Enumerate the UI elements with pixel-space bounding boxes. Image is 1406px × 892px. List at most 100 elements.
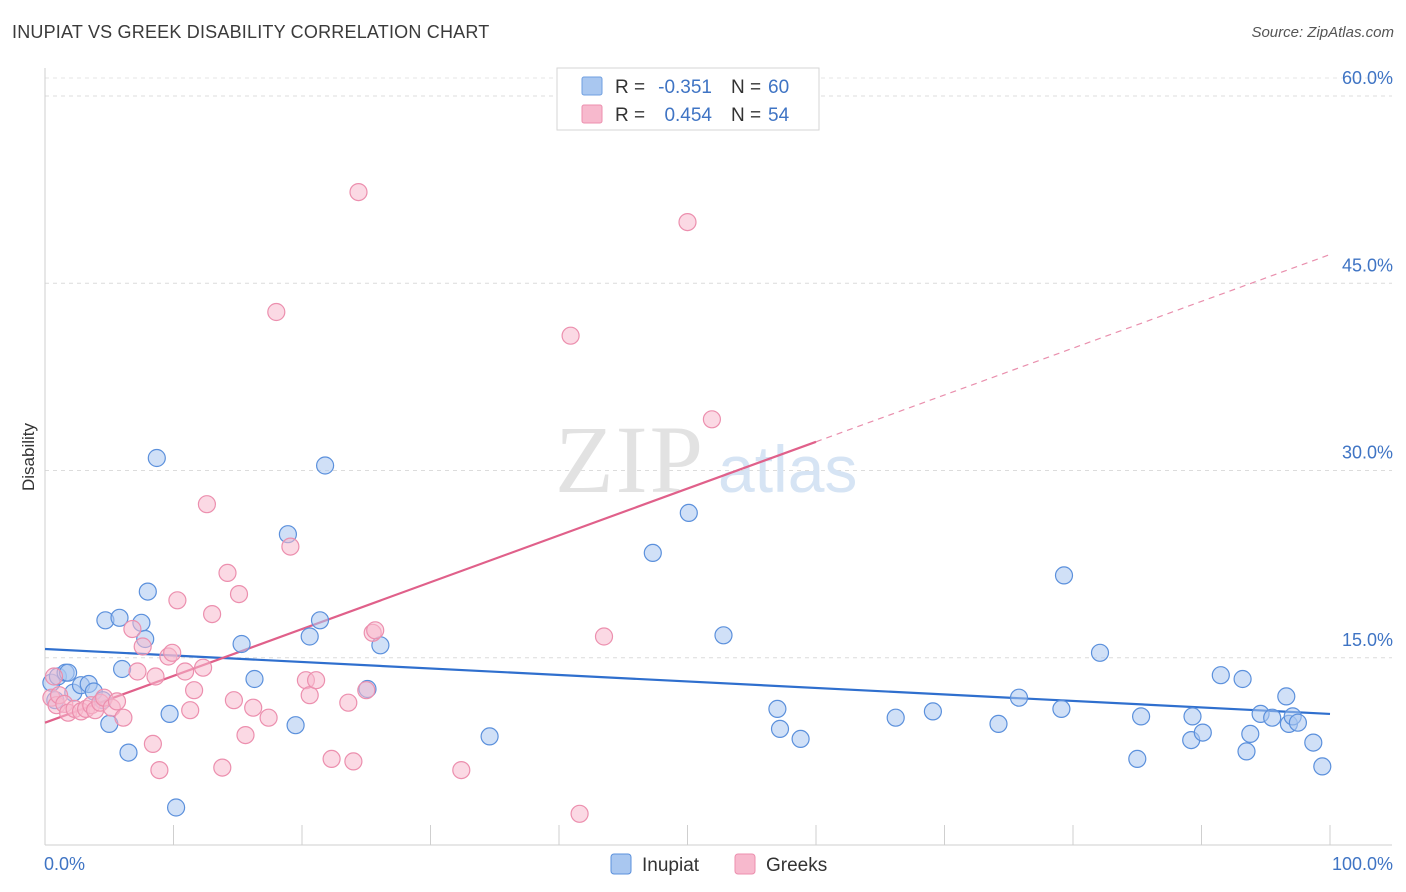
greeks-point [366,621,385,640]
inupiat-point [1263,708,1282,727]
axes [44,68,1392,846]
stats-r-value: 0.454 [664,105,712,126]
greeks-point [570,804,589,823]
greeks-point [218,563,237,583]
inupiat-point [1193,723,1212,742]
greeks-point [349,183,368,202]
greeks-point [339,693,358,712]
greeks-point [267,302,286,322]
stats-n-label: N = [731,77,761,98]
inupiat-point [1090,643,1110,662]
inupiat-point [1183,707,1202,726]
greeks-point [300,686,319,705]
greeks-point [146,667,165,686]
greeks-point [168,591,187,610]
inupiat-point [679,503,698,523]
greeks-point [185,681,204,700]
trend-lines [44,253,1331,724]
inupiat-point [160,704,179,724]
inupiat-point [791,729,810,749]
greeks-point [203,604,222,624]
stats-legend: R = -0.351 N = 60 R = 0.454 N = 54 [556,67,820,131]
inupiat-point [110,608,129,627]
y-tick-labels: 15.0% 30.0% 45.0% 60.0% [1342,68,1393,650]
inupiat-point [316,456,335,475]
greeks-point [143,734,162,754]
greeks-point [107,692,127,711]
greeks-point [594,627,614,646]
inupiat-point [1304,733,1323,752]
chart-title: INUPIAT VS GREEK DISABILITY CORRELATION … [12,22,490,42]
legend-label-greeks: Greeks [766,855,827,876]
greeks-point [123,619,142,639]
greeks-point [357,681,376,700]
inupiat-point [1131,707,1151,726]
inupiat-point [770,719,790,739]
series-points [42,183,1332,823]
greeks-point [150,760,169,780]
stats-n-value: 60 [768,77,789,98]
greeks-point [224,691,243,710]
inupiat-point [112,659,132,679]
watermark: ZIP atlas [555,406,857,513]
greeks-point [344,752,363,771]
series-inupiat [42,448,1332,817]
inupiat-point [643,543,662,563]
inupiat-point [1054,566,1074,585]
stats-legend-swatch [581,104,603,124]
inupiat-point [1009,688,1029,707]
inupiat-point [1237,742,1256,761]
greeks-point [194,658,213,677]
greeks-point [236,725,255,745]
greeks-point [678,213,697,232]
inupiat-point [1277,687,1296,706]
legend-label-inupiat: Inupiat [642,855,700,876]
inupiat-point [886,708,905,727]
inupiat-point [1288,713,1308,732]
greeks-point [133,637,152,656]
inupiat-point [768,699,787,719]
inupiat-point [286,716,305,735]
greeks-point [181,701,200,720]
x-tick-label: 0.0% [44,854,85,874]
inupiat-point [232,634,251,654]
greeks-point [244,698,263,717]
series-greeks [42,183,722,823]
inupiat-trend-line [44,647,1331,716]
stats-r-value: -0.351 [658,77,712,98]
y-tick-label: 15.0% [1342,630,1393,650]
stats-r-label: R = [615,77,645,98]
inupiat-point [300,627,319,646]
greeks-point [44,667,64,686]
inupiat-point [138,582,157,601]
inupiat-point [1241,724,1260,744]
y-tick-label: 30.0% [1342,443,1393,463]
legend-swatch-greeks [734,853,756,875]
stats-r-label: R = [615,105,645,126]
inupiat-point [245,669,264,689]
inupiat-point [1211,666,1230,685]
gridlines [45,77,1392,659]
stats-n-value: 54 [768,105,790,126]
greeks-point [163,643,182,662]
greeks-point [229,584,249,604]
greeks-point [259,708,278,727]
greeks-point [452,760,471,780]
inupiat-point [147,448,166,468]
inupiat-point [1233,669,1252,689]
x-tick-label: 100.0% [1332,854,1393,874]
x-tick-labels: 0.0% 100.0% [44,854,1393,874]
inupiat-point [119,743,138,762]
greeks-point [307,671,326,690]
inupiat-point [1128,749,1147,769]
source-credit: Source: ZipAtlas.com [1251,24,1394,41]
greeks-point [702,410,722,429]
greeks-point [114,708,133,727]
y-tick-label: 60.0% [1342,68,1393,88]
inupiat-point [167,798,186,817]
inupiat-point [480,727,499,746]
greeks-trend-extension [815,253,1331,443]
greeks-point [322,749,341,769]
greeks-point [176,662,195,681]
